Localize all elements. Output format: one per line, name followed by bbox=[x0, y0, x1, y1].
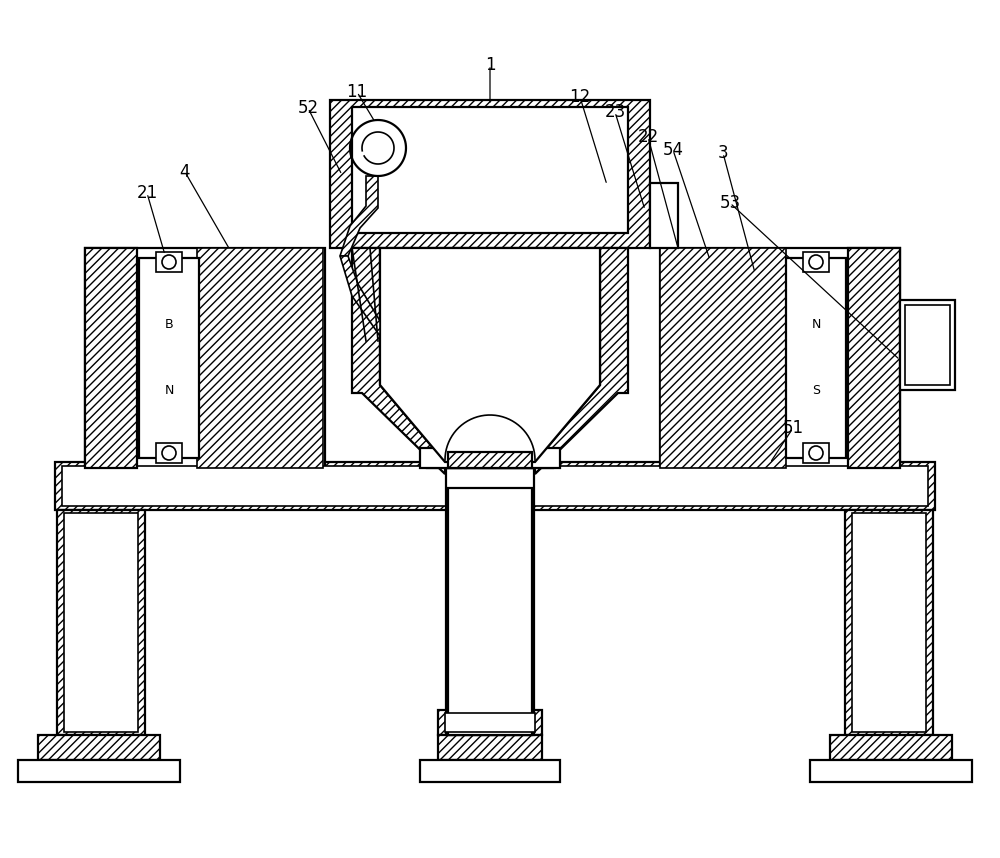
Bar bbox=[448, 488, 532, 735]
Bar bbox=[845, 510, 933, 735]
Bar bbox=[900, 300, 955, 390]
Text: B: B bbox=[165, 318, 173, 331]
Text: 4: 4 bbox=[180, 163, 190, 181]
Bar bbox=[445, 713, 535, 732]
Bar bbox=[64, 513, 138, 732]
Bar bbox=[803, 443, 829, 463]
Bar bbox=[427, 448, 553, 468]
Text: N: N bbox=[164, 384, 174, 397]
Bar bbox=[57, 510, 145, 735]
Bar bbox=[803, 252, 829, 272]
Bar bbox=[460, 735, 530, 760]
Text: 22: 22 bbox=[637, 128, 659, 146]
Bar bbox=[438, 710, 542, 735]
Bar bbox=[810, 760, 972, 782]
Bar bbox=[650, 183, 678, 248]
Bar bbox=[660, 248, 900, 468]
Text: 1: 1 bbox=[485, 56, 495, 74]
Text: 23: 23 bbox=[604, 103, 626, 121]
Bar bbox=[156, 443, 182, 463]
Bar bbox=[438, 735, 542, 760]
Bar bbox=[852, 513, 926, 732]
Bar bbox=[330, 100, 650, 248]
Text: S: S bbox=[812, 384, 820, 397]
Bar bbox=[446, 468, 534, 735]
Bar bbox=[660, 248, 786, 468]
Bar bbox=[786, 258, 846, 458]
Bar bbox=[830, 735, 952, 760]
Bar bbox=[352, 107, 628, 233]
Bar bbox=[420, 760, 560, 782]
Bar bbox=[85, 248, 325, 468]
Text: 11: 11 bbox=[346, 83, 368, 101]
Circle shape bbox=[162, 446, 176, 460]
Text: N: N bbox=[811, 318, 821, 331]
Bar bbox=[448, 452, 532, 468]
Text: 52: 52 bbox=[297, 99, 319, 117]
Circle shape bbox=[809, 255, 823, 269]
Text: 54: 54 bbox=[662, 141, 684, 159]
Text: 51: 51 bbox=[782, 419, 804, 437]
Bar bbox=[420, 448, 560, 468]
Text: 21: 21 bbox=[136, 184, 158, 202]
Polygon shape bbox=[352, 248, 445, 474]
Bar bbox=[197, 248, 323, 468]
Bar bbox=[85, 248, 137, 468]
Polygon shape bbox=[380, 248, 600, 462]
Polygon shape bbox=[340, 256, 380, 336]
Bar bbox=[55, 462, 935, 510]
Text: 12: 12 bbox=[569, 88, 591, 106]
Bar bbox=[62, 466, 928, 506]
Circle shape bbox=[809, 446, 823, 460]
Bar bbox=[848, 248, 900, 468]
Bar bbox=[156, 252, 182, 272]
Circle shape bbox=[162, 255, 176, 269]
Bar bbox=[18, 760, 180, 782]
Bar bbox=[38, 735, 160, 760]
Text: 3: 3 bbox=[718, 144, 728, 162]
Bar bbox=[905, 305, 950, 385]
Bar bbox=[139, 258, 199, 458]
Text: 53: 53 bbox=[719, 194, 741, 212]
Polygon shape bbox=[340, 176, 378, 256]
Polygon shape bbox=[535, 248, 628, 474]
